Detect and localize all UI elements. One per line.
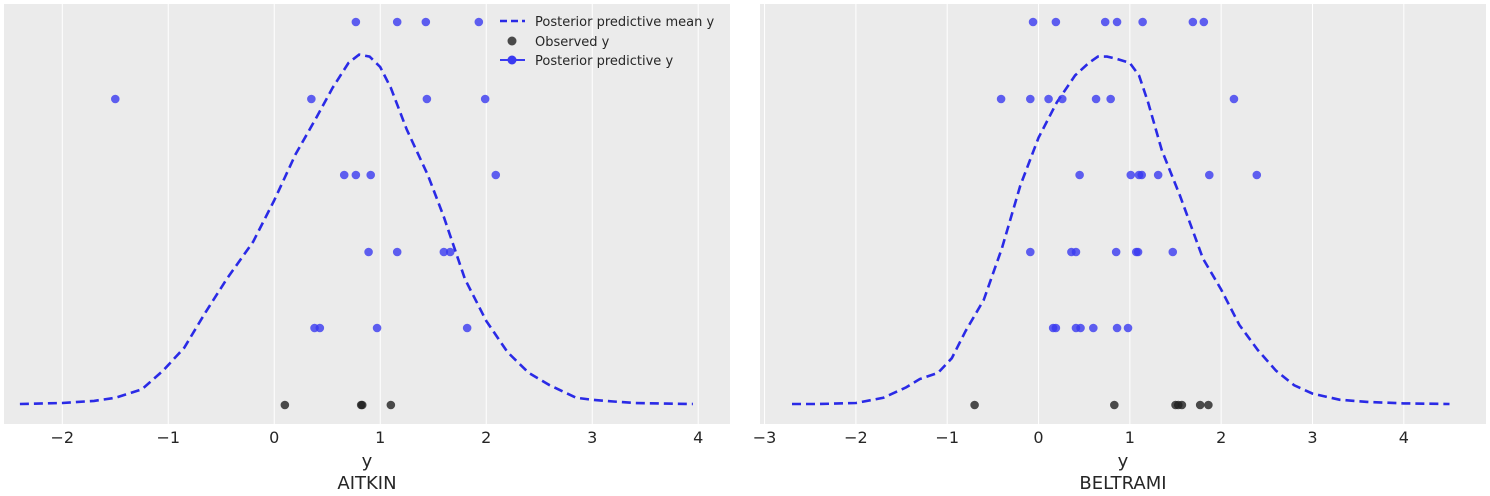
x-tick-label: 0 — [269, 428, 279, 447]
x-tick-label: −3 — [753, 428, 777, 447]
legend-observed-swatch — [507, 36, 517, 46]
predictive-point — [996, 94, 1006, 104]
predictive-point — [339, 170, 349, 180]
predictive-point — [1100, 17, 1110, 27]
predictive-point — [366, 170, 376, 180]
predictive-point — [315, 323, 325, 333]
x-tick-label: 0 — [1033, 428, 1043, 447]
predictive-point — [1229, 94, 1239, 104]
predictive-point — [1111, 247, 1121, 257]
mean-curve — [19, 53, 693, 406]
predictive-point — [1051, 323, 1061, 333]
x-tick-label: 1 — [375, 428, 385, 447]
predictive-point — [1071, 247, 1081, 257]
beltrami-panel: −3 −2 −1 0 1 2 3 4 y BELTRAMI — [753, 4, 1486, 494]
plot-area — [4, 4, 730, 424]
predictive-point — [1252, 170, 1262, 180]
predictive-point — [1123, 323, 1133, 333]
grid-lines — [61, 4, 699, 424]
x-tick-label: −1 — [935, 428, 959, 447]
predictive-point — [1106, 94, 1115, 104]
x-tick-label: 4 — [693, 428, 703, 447]
observed-point — [1177, 400, 1187, 410]
predictive-point — [1199, 17, 1209, 27]
predictive-point — [1168, 247, 1178, 257]
predictive-point — [1188, 17, 1198, 27]
predictive-point — [1026, 247, 1035, 257]
predictive-point — [422, 94, 432, 104]
predictive-point — [364, 247, 373, 257]
observed-point — [1110, 400, 1119, 410]
predictive-point — [351, 17, 361, 27]
predictive-points — [996, 17, 1262, 333]
x-tick-labels: −3 −2 −1 0 1 2 3 4 — [753, 428, 1409, 447]
predictive-point — [1089, 323, 1098, 333]
observed-point — [1195, 400, 1205, 410]
predictive-point — [1076, 323, 1085, 333]
observed-points — [970, 400, 1213, 410]
predictive-point — [1112, 323, 1122, 333]
aitkin-panel: −2 −1 0 1 2 3 4 y AITKIN Posterior predictive … — [4, 4, 730, 494]
predictive-point — [480, 94, 490, 104]
predictive-point — [1051, 17, 1061, 27]
legend-mean-label: Posterior predictive mean y — [535, 15, 714, 30]
panel-title-aitkin: AITKIN — [337, 473, 396, 494]
predictive-point — [1044, 94, 1053, 104]
legend: Posterior predictive mean y Observed y P… — [500, 15, 714, 69]
predictive-point — [351, 170, 361, 180]
observed-points — [280, 400, 396, 410]
observed-point — [1204, 400, 1213, 410]
x-tick-label: −2 — [50, 428, 74, 447]
observed-point — [386, 400, 396, 410]
predictive-point — [1153, 170, 1163, 180]
predictive-point — [1091, 94, 1101, 104]
x-tick-labels: −2 −1 0 1 2 3 4 — [50, 428, 703, 447]
observed-point — [357, 400, 367, 410]
predictive-point — [110, 94, 120, 104]
predictive-points — [110, 17, 501, 333]
predictive-point — [421, 17, 431, 27]
predictive-point — [1133, 247, 1143, 257]
x-axis-label: y — [1118, 451, 1129, 472]
predictive-point — [491, 170, 501, 180]
predictive-point — [1112, 17, 1122, 27]
x-tick-label: −2 — [844, 428, 868, 447]
predictive-point — [372, 323, 382, 333]
predictive-point — [1028, 17, 1038, 27]
observed-point — [280, 400, 290, 410]
predictive-point — [1137, 170, 1147, 180]
predictive-point — [1075, 170, 1084, 180]
predictive-point — [1126, 170, 1136, 180]
x-axis-label: y — [362, 451, 373, 472]
predictive-point — [439, 247, 449, 257]
x-tick-label: 2 — [1216, 428, 1226, 447]
mean-curve — [792, 55, 1450, 406]
legend-predictive-swatch — [507, 55, 517, 65]
predictive-point — [474, 17, 484, 27]
predictive-point — [1204, 170, 1214, 180]
predictive-point — [392, 247, 402, 257]
predictive-point — [1138, 17, 1147, 27]
predictive-point — [462, 323, 472, 333]
legend-observed-label: Observed y — [535, 35, 610, 50]
observed-point — [970, 400, 979, 410]
predictive-point — [1026, 94, 1035, 104]
x-tick-label: −1 — [156, 428, 180, 447]
plot-area — [760, 4, 1486, 424]
x-tick-label: 3 — [1307, 428, 1317, 447]
x-tick-label: 4 — [1399, 428, 1409, 447]
predictive-point — [1057, 94, 1067, 104]
mean-curve-group — [792, 55, 1450, 406]
grid-lines — [764, 4, 1405, 424]
legend-predictive-label: Posterior predictive y — [535, 54, 673, 69]
mean-curve-group — [19, 53, 693, 406]
predictive-point — [445, 247, 455, 257]
panel-title-beltrami: BELTRAMI — [1079, 473, 1166, 494]
predictive-point — [307, 94, 316, 104]
x-tick-label: 3 — [587, 428, 597, 447]
predictive-point — [392, 17, 402, 27]
x-tick-label: 2 — [481, 428, 491, 447]
x-tick-label: 1 — [1125, 428, 1135, 447]
